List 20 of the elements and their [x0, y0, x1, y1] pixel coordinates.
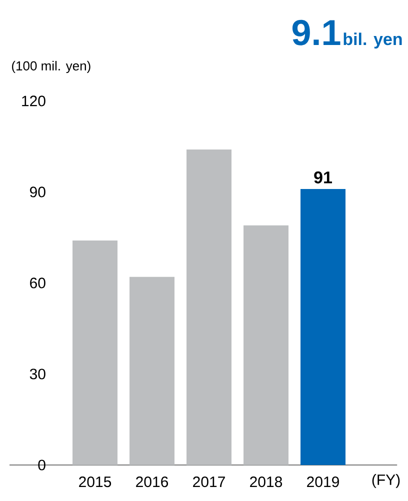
- chart-subtitle: bil. yen: [344, 32, 402, 49]
- y-tick-label: 120: [22, 96, 46, 106]
- bar: [244, 225, 288, 465]
- bar: [130, 276, 174, 465]
- y-tick-label: 30: [30, 368, 46, 380]
- bar: [186, 150, 232, 465]
- bar: [72, 240, 118, 465]
- y-tick-label: 0: [38, 460, 46, 470]
- x-tick-label: 2016: [136, 476, 168, 488]
- x-tick-label: 2015: [79, 476, 112, 488]
- bar: [300, 188, 346, 465]
- y-tick-label: 90: [30, 186, 46, 198]
- y-axis-title: (100 mil. yen): [12, 60, 90, 74]
- data-label: 91: [314, 171, 332, 184]
- x-tick-label: 2018: [250, 476, 282, 488]
- x-axis-title: (FY): [372, 474, 400, 488]
- y-tick-label: 60: [30, 278, 46, 288]
- x-tick-label: 2019: [307, 476, 339, 488]
- x-tick-label: 2017: [193, 476, 225, 488]
- chart-title: 9.1: [292, 20, 340, 46]
